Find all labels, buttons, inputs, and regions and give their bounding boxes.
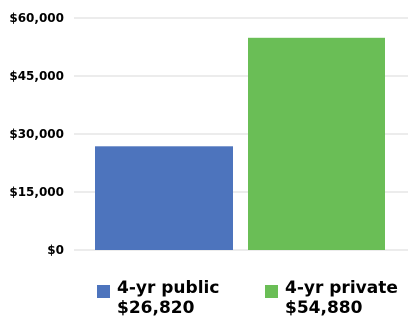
- bars: [95, 37, 385, 250]
- legend-label-public: 4-yr public: [117, 278, 220, 298]
- y-tick-label: $30,000: [9, 127, 64, 141]
- legend-swatch-public: [97, 285, 110, 298]
- y-tick-label: $0: [47, 243, 64, 257]
- legend-value-public: $26,820: [117, 298, 195, 318]
- y-axis-tick-labels: $0 $15,000 $30,000 $45,000 $60,000: [9, 11, 64, 257]
- bar-chart: $0 $15,000 $30,000 $45,000 $60,000: [9, 11, 408, 257]
- legend-label-private: 4-yr private: [285, 278, 398, 298]
- legend: 4-yr public $26,820 4-yr private $54,880: [0, 278, 408, 323]
- bar-public: [95, 146, 233, 250]
- legend-value-private: $54,880: [285, 298, 363, 318]
- y-tick-label: $60,000: [9, 11, 64, 25]
- y-tick-label: $45,000: [9, 69, 64, 83]
- legend-swatch-private: [265, 285, 278, 298]
- y-tick-label: $15,000: [9, 185, 64, 199]
- bar-private: [248, 37, 385, 250]
